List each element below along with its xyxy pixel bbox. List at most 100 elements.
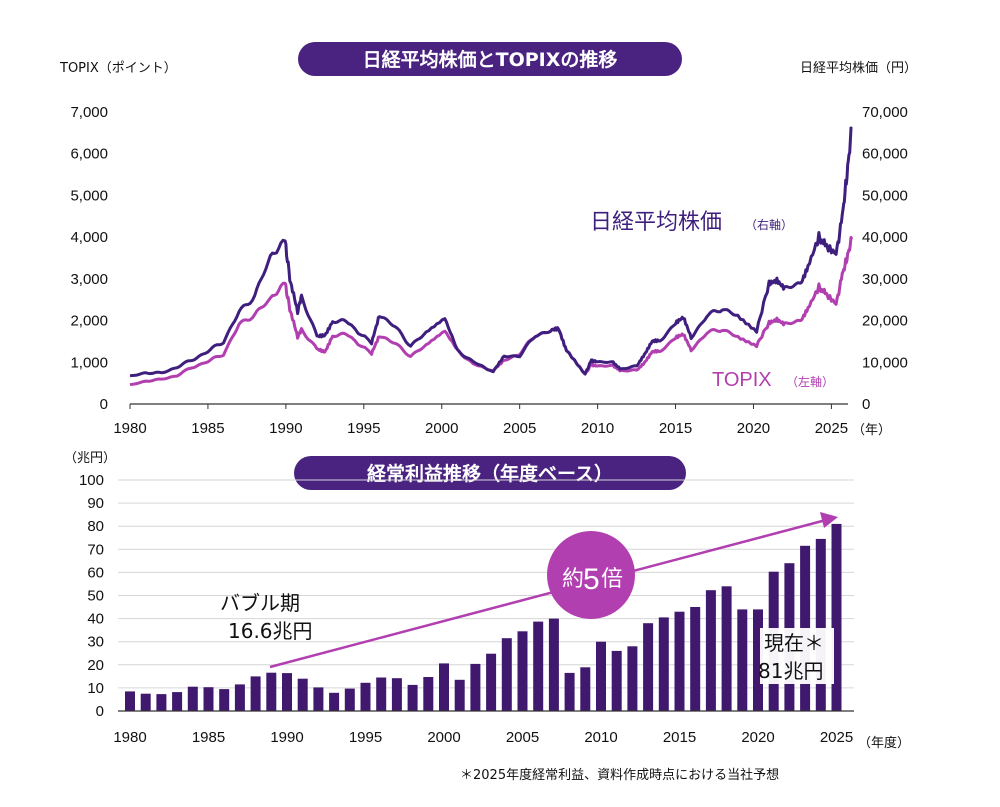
profit-bar	[407, 684, 418, 711]
bottom-x-tick-label: 1980	[113, 729, 146, 746]
bottom-y-tick-label: 0	[96, 703, 104, 720]
profit-bar	[643, 623, 654, 711]
profit-bar	[454, 679, 465, 711]
bottom-x-tick-label: 2015	[663, 729, 696, 746]
bottom-y-tick-label: 30	[87, 634, 104, 651]
left-axis-tick-label: 0	[100, 396, 108, 413]
top-x-tick-label: 2025	[815, 420, 848, 437]
profit-bar	[580, 667, 591, 711]
profit-bar	[344, 688, 355, 711]
bottom-y-tick-label: 100	[79, 472, 104, 489]
profit-bar	[391, 678, 402, 711]
right-axis-tick-label: 40,000	[862, 229, 908, 246]
bottom-x-tick-label: 2025	[820, 729, 853, 746]
profit-bar	[815, 538, 826, 711]
profit-bar	[548, 618, 559, 711]
bottom-x-tick-label: 1990	[270, 729, 303, 746]
profit-bar	[737, 609, 748, 711]
bottom-title-pill	[294, 456, 686, 490]
right-axis-ticks: 0 10,000 20,000 30,000 40,000 50,000 60,000 70,…	[862, 104, 908, 413]
current-label: 現在＊	[764, 631, 824, 655]
top-x-unit: （年）	[852, 423, 891, 438]
profit-bar	[721, 586, 732, 711]
bottom-y-tick-label: 10	[87, 680, 104, 697]
profit-bar	[753, 609, 763, 711]
top-x-tick-label: 1980	[113, 420, 146, 437]
profit-bar	[658, 617, 669, 711]
bottom-x-tick-label: 1995	[349, 729, 382, 746]
bottom-x-axis-ticks: 1980 1985 1990 1995 2000 2005 2010 2015 2020 2025	[113, 729, 853, 746]
bottom-y-tick-label: 60	[87, 564, 104, 581]
profit-bar	[439, 663, 449, 711]
left-axis-tick-label: 7,000	[70, 104, 108, 121]
top-x-axis-ticks: 1980 1985 1990 1995 2000 2005 2010 2015 2020 2025	[113, 420, 848, 437]
right-axis-tick-label: 70,000	[862, 104, 908, 121]
profit-bar	[297, 678, 308, 711]
right-axis-tick-label: 0	[862, 396, 870, 413]
top-x-tick-label: 2010	[581, 420, 614, 437]
right-axis-unit: 日経平均株価（円）	[800, 61, 917, 76]
profit-bar	[250, 676, 261, 711]
top-title: 日経平均株価とTOPIXの推移	[363, 48, 618, 71]
profit-bar	[486, 653, 497, 711]
profit-bar	[140, 693, 151, 711]
left-axis-tick-label: 5,000	[70, 187, 108, 204]
profit-bar	[533, 621, 544, 711]
bubble-era-value: 16.6兆円	[228, 619, 313, 643]
left-axis-tick-label: 3,000	[70, 271, 108, 288]
profit-bar	[266, 672, 277, 711]
bottom-y-tick-label: 70	[87, 541, 104, 558]
right-axis-tick-label: 60,000	[862, 146, 908, 163]
nikkei-series-label: 日経平均株価	[590, 210, 722, 235]
footnote: ＊2025年度経常利益、資料作成時点における当社予想	[460, 767, 779, 783]
profit-bar	[611, 650, 622, 711]
profit-bar	[831, 523, 842, 711]
top-x-tick-label: 2000	[425, 420, 458, 437]
bottom-y-tick-label: 20	[87, 657, 104, 674]
profit-bar	[282, 673, 292, 711]
bottom-x-tick-label: 1985	[192, 729, 225, 746]
left-axis-tick-label: 1,000	[70, 354, 108, 371]
growth-arrow-head	[820, 512, 838, 528]
left-axis-unit: TOPIX（ポイント）	[59, 61, 177, 76]
profit-bar	[423, 677, 434, 711]
profit-bars	[125, 523, 842, 711]
profit-bar	[627, 646, 638, 711]
top-title-pill	[298, 42, 682, 76]
right-axis-tick-label: 20,000	[862, 313, 908, 330]
profit-bar	[313, 687, 324, 711]
current-value: 81兆円	[758, 659, 823, 683]
topix-series-label: TOPIX	[712, 369, 772, 391]
bottom-y-tick-label: 80	[87, 518, 104, 535]
profit-bar	[690, 607, 701, 711]
left-axis-tick-label: 4,000	[70, 229, 108, 246]
nikkei-series-line	[129, 126, 853, 378]
bottom-y-tick-label: 90	[87, 495, 104, 512]
profit-bar	[596, 641, 606, 711]
right-axis-tick-label: 30,000	[862, 271, 908, 288]
profit-bar	[564, 672, 575, 711]
profit-bar	[234, 684, 245, 711]
profit-bar	[674, 611, 685, 711]
profit-bar	[187, 686, 198, 711]
top-x-tick-label: 1995	[347, 420, 380, 437]
bottom-y-tick-label: 40	[87, 611, 104, 628]
top-x-tick-label: 1990	[269, 420, 302, 437]
bottom-title: 経常利益推移（年度ベース）	[367, 462, 613, 485]
top-x-axis-marks	[129, 404, 832, 409]
bottom-x-tick-label: 2005	[506, 729, 539, 746]
multiplier-number: 5	[583, 563, 600, 596]
nikkei-axis-note: （右軸）	[745, 217, 793, 232]
profit-bar	[329, 692, 340, 711]
profit-bar	[470, 663, 481, 711]
bottom-x-tick-label: 2000	[427, 729, 460, 746]
current-label-bg	[760, 628, 834, 684]
left-axis-tick-label: 6,000	[70, 146, 108, 163]
right-axis-tick-label: 50,000	[862, 187, 908, 204]
profit-bar	[501, 638, 512, 711]
topix-axis-note: （左軸）	[786, 374, 834, 389]
multiplier-prefix: 約	[562, 567, 584, 592]
multiplier-circle	[547, 531, 635, 619]
profit-bar	[360, 682, 371, 711]
